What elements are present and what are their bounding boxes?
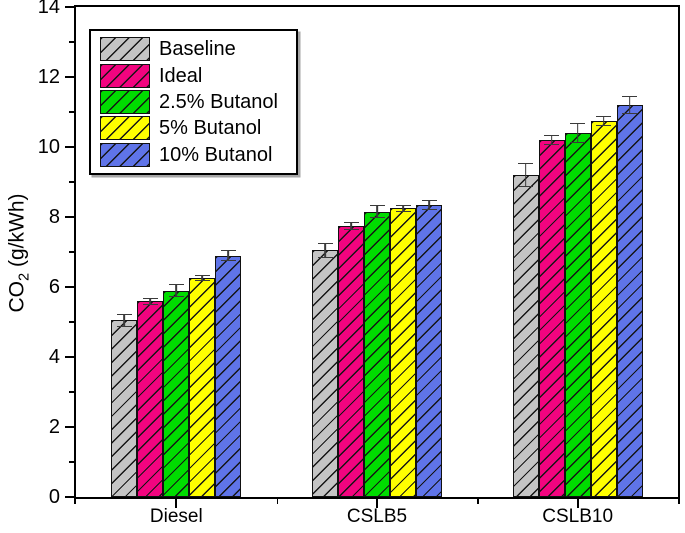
error-bar-stem — [428, 200, 430, 209]
y-major-tick — [65, 216, 74, 218]
error-bar-stem — [201, 276, 204, 281]
bar-cslb5-1 — [312, 250, 338, 497]
error-bar-stem — [628, 97, 631, 113]
plot-area: Baseline Ideal 2.5% Butanol 5% Butanol 10% B… — [74, 5, 680, 499]
error-bar-stem — [576, 124, 579, 142]
y-tick-label: 4 — [48, 346, 60, 368]
legend-item: Baseline — [100, 37, 296, 62]
error-bar — [369, 205, 385, 219]
error-bar-stem — [324, 243, 326, 257]
y-tick-label: 6 — [48, 276, 60, 298]
x-boundary-tick — [477, 499, 479, 504]
y-minor-tick — [69, 181, 74, 183]
x-major-tick — [576, 499, 579, 508]
error-bar — [544, 134, 560, 146]
bar-cslb10-1 — [512, 175, 539, 497]
y-major-tick — [65, 146, 74, 148]
y-minor-tick — [69, 111, 74, 113]
error-bar — [570, 123, 586, 143]
legend-item: 10% Butanol — [100, 142, 296, 167]
error-bar-stem — [524, 164, 527, 186]
x-major-tick — [175, 499, 178, 508]
error-bar-stem — [350, 222, 352, 229]
bar-cslb10-4 — [590, 120, 617, 497]
y-tick-label: 12 — [37, 66, 60, 88]
error-bar — [168, 284, 184, 297]
y-tick-label: 8 — [48, 206, 60, 228]
bar-diesel-1 — [111, 320, 138, 497]
y-major-tick — [65, 356, 74, 358]
error-bar-stem — [149, 298, 152, 304]
y-minor-tick — [69, 41, 74, 43]
bar-cslb5-4 — [390, 208, 416, 497]
error-bar — [596, 115, 612, 126]
error-bar — [194, 275, 210, 282]
legend-item: Ideal — [100, 63, 296, 88]
x-major-tick — [376, 499, 378, 508]
legend-item: 2.5% Butanol — [100, 89, 296, 114]
y-major-tick — [65, 76, 74, 78]
y-major-tick — [65, 426, 74, 428]
y-minor-tick — [69, 321, 74, 323]
y-minor-tick — [69, 251, 74, 253]
x-category-label: CSLB5 — [346, 506, 408, 527]
bar-cslb5-3 — [364, 211, 390, 497]
error-bar — [421, 199, 437, 210]
bar-diesel-2 — [137, 301, 164, 497]
legend-label: 5% Butanol — [159, 117, 262, 140]
x-category-label: CSLB10 — [542, 506, 614, 527]
error-bar — [518, 163, 534, 187]
bar-cslb10-3 — [564, 133, 591, 497]
error-bar — [622, 96, 638, 114]
legend-swatch-icon — [100, 116, 150, 141]
legend-swatch-icon — [100, 142, 150, 167]
bar-diesel-5 — [215, 255, 242, 497]
error-bar — [116, 313, 132, 327]
legend-label: 10% Butanol — [159, 143, 273, 166]
y-minor-tick — [69, 391, 74, 393]
legend-label: Ideal — [159, 64, 203, 87]
bar-diesel-3 — [163, 290, 190, 497]
error-bar — [395, 204, 411, 212]
legend-label: Baseline — [159, 38, 236, 61]
error-bar-stem — [376, 206, 378, 218]
bar-diesel-4 — [189, 278, 216, 497]
error-bar — [220, 250, 236, 261]
legend-item: 5% Butanol — [100, 116, 296, 141]
error-bar-stem — [175, 285, 178, 296]
error-bar-stem — [227, 251, 230, 260]
x-boundary-tick — [276, 499, 279, 504]
bar-cslb5-2 — [338, 225, 364, 497]
bar-cslb5-5 — [416, 204, 442, 497]
y-tick-label: 0 — [48, 486, 60, 508]
y-major-tick — [65, 6, 74, 8]
y-minor-tick — [69, 461, 74, 463]
legend-swatch-icon — [100, 63, 150, 88]
error-bar-stem — [602, 116, 605, 125]
legend-swatch-icon — [100, 37, 150, 62]
y-major-tick — [65, 496, 74, 498]
error-bar — [317, 242, 333, 258]
error-bar — [142, 297, 158, 305]
y-tick-label: 10 — [37, 136, 60, 158]
y-tick-label: 14 — [37, 0, 60, 18]
bar-cslb10-5 — [616, 105, 643, 497]
error-bar-stem — [402, 205, 404, 211]
y-major-tick — [65, 286, 74, 288]
error-bar-stem — [123, 314, 126, 326]
error-bar — [343, 221, 359, 230]
bar-cslb10-2 — [538, 140, 565, 497]
y-tick-label: 2 — [48, 416, 60, 438]
x-category-label: Diesel — [149, 506, 203, 527]
legend: Baseline Ideal 2.5% Butanol 5% Butanol 10% B… — [89, 29, 298, 175]
x-boundary-tick — [74, 499, 76, 504]
error-bar-stem — [550, 135, 553, 145]
legend-swatch-icon — [100, 89, 150, 114]
x-boundary-tick — [678, 499, 680, 504]
legend-label: 2.5% Butanol — [159, 90, 278, 113]
